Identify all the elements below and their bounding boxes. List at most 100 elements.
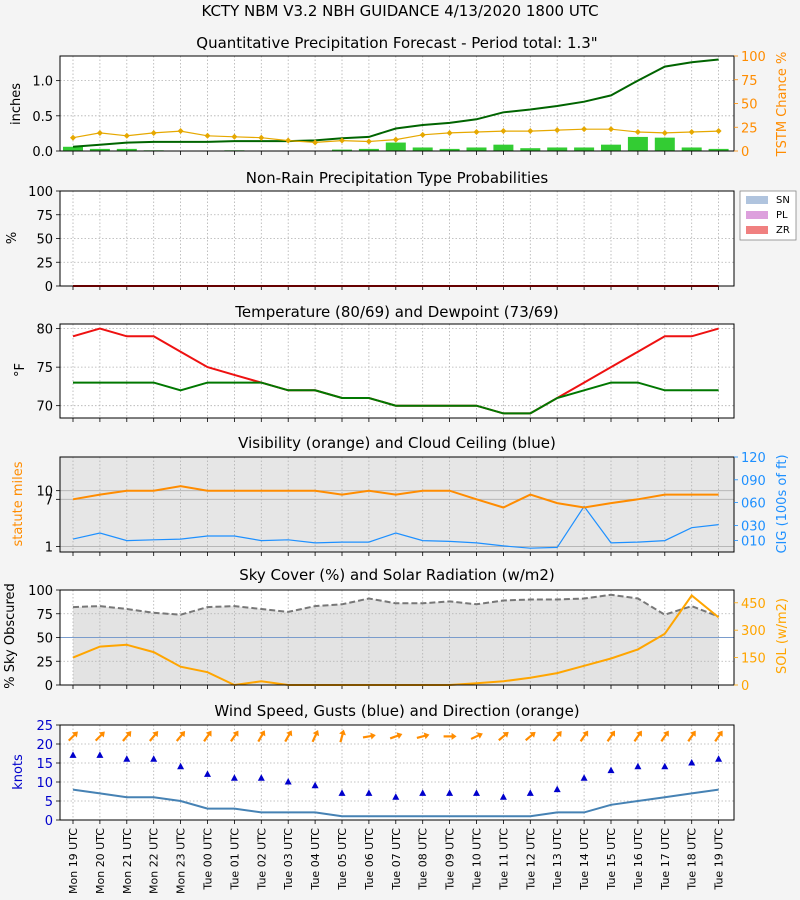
wind-direction-arrow-1: [94, 731, 105, 742]
sky-y2tick-label-0: 0: [741, 679, 749, 694]
temp-panel-title: Temperature (80/69) and Dewpoint (73/69): [234, 303, 558, 321]
tstm-point-23: [688, 129, 695, 135]
figure-title: KCTY NBM V3.2 NBH GUIDANCE 4/13/2020 180…: [201, 2, 598, 20]
wind-direction-arrow-15: [470, 732, 483, 740]
qpf-y2tick-label-4: 100: [741, 50, 766, 65]
qpf-bar-1: [89, 148, 110, 151]
wind-arrow-head: [259, 730, 266, 737]
wind-gust-marker-22: [661, 762, 669, 770]
x-tick-label-4: Mon 23 UTC: [175, 828, 188, 894]
qpf-y2tick-label-3: 75: [741, 74, 758, 89]
tstm-point-5: [204, 132, 211, 139]
wind-direction-arrow-10: [339, 729, 346, 743]
wind-gust-marker-11: [365, 789, 373, 796]
wind-gust-marker-16: [499, 793, 507, 800]
tstm-point-4: [177, 128, 184, 135]
wind-gust-marker-4: [177, 762, 185, 770]
wind-direction-arrow-22: [660, 730, 669, 742]
x-tick-label-22: Tue 17 UTC: [659, 828, 672, 891]
vis-plot-area: [60, 457, 734, 552]
tstm-point-22: [661, 129, 668, 136]
wind-direction-arrow-20: [606, 730, 616, 742]
tstm-point-11: [365, 138, 372, 145]
wind-ylabel: knots: [11, 754, 26, 790]
wind-direction-arrow-9: [311, 730, 320, 743]
wind-arrow-head: [312, 730, 320, 737]
wind-ytick-label-1: 5: [45, 795, 53, 810]
wind-gust-marker-13: [419, 789, 427, 796]
tstm-point-10: [339, 137, 345, 144]
wind-direction-arrow-23: [687, 730, 696, 742]
wind-plot-area: [60, 725, 734, 820]
sky-y2tick-label-2: 300: [741, 624, 766, 639]
legend-label-sn: SN: [776, 195, 790, 206]
wind-direction-arrow-2: [122, 731, 132, 742]
qpf-bar-14: [439, 148, 460, 151]
x-tick-label-20: Tue 15 UTC: [605, 828, 618, 891]
wind-arrow-head: [476, 732, 483, 739]
tstm-point-12: [392, 136, 399, 143]
x-tick-label-13: Tue 08 UTC: [417, 828, 430, 891]
ptype-ytick-label-2: 50: [36, 233, 53, 248]
qpf-ytick-label-1: 0.5: [32, 110, 53, 125]
legend-label-pl: PL: [776, 210, 788, 221]
vis-ytick-label-1: 7: [45, 493, 53, 508]
sky-ytick-label-4: 100: [28, 584, 53, 599]
wind-direction-arrow-11: [362, 732, 376, 740]
wind-gust-marker-20: [607, 766, 615, 774]
wind-direction-arrow-6: [230, 730, 239, 742]
wind-direction-arrow-0: [67, 731, 78, 742]
tstm-point-24: [715, 128, 722, 135]
wind-arrow-head: [555, 731, 562, 738]
wind-direction-arrow-18: [552, 731, 562, 742]
legend-swatch-pl: [746, 211, 768, 219]
wind-arrow-head: [98, 731, 105, 738]
wind-gust-marker-0: [69, 751, 77, 758]
wind-gust-marker-23: [688, 759, 696, 766]
tstm-point-19: [581, 126, 588, 133]
wind-arrow-head: [125, 731, 132, 738]
tstm-point-15: [473, 129, 480, 135]
wind-direction-arrow-24: [714, 730, 723, 742]
qpf-bar-23: [681, 147, 702, 151]
qpf-bar-17: [520, 148, 541, 151]
vis-y2label: CIG (100s of ft): [775, 454, 790, 553]
x-tick-label-16: Tue 11 UTC: [497, 828, 510, 891]
wind-gust-marker-18: [553, 785, 561, 793]
temp-ytick-label-2: 80: [36, 323, 53, 338]
wind-ytick-label-4: 20: [36, 738, 53, 753]
temp-ytick-label-1: 75: [36, 361, 53, 376]
vis-y2tick-label-4: 120: [741, 451, 766, 466]
x-tick-label-0: Mon 19 UTC: [67, 828, 80, 894]
wind-gust-marker-5: [204, 770, 211, 777]
wind-arrow-head: [451, 732, 457, 740]
wind-gust-marker-24: [715, 755, 723, 762]
wind-panel-title: Wind Speed, Gusts (blue) and Direction (…: [214, 702, 579, 720]
qpf-bar-20: [601, 144, 621, 151]
qpf-bar-2: [116, 148, 137, 151]
qpf-y2tick-label-2: 50: [741, 98, 758, 113]
tstm-point-8: [285, 137, 292, 144]
qpf-y2tick-label-1: 25: [741, 121, 758, 136]
wind-arrow-head: [609, 730, 616, 737]
vis-y2tick-label-1: 030: [741, 519, 766, 534]
sky-ytick-label-2: 50: [36, 632, 53, 647]
vis-ytick-label-0: 1: [45, 541, 53, 556]
tstm-point-2: [123, 132, 130, 139]
dewpoint-line: [73, 381, 719, 415]
wind-direction-arrow-5: [203, 730, 212, 742]
qpf-bar-21: [627, 136, 648, 151]
tstm-point-13: [419, 131, 426, 138]
qpf-accumulated-line: [72, 58, 719, 148]
sky-ytick-label-3: 75: [36, 608, 53, 623]
vis-panel-title: Visibility (orange) and Cloud Ceiling (b…: [238, 434, 556, 452]
wind-gust-marker-1: [96, 751, 104, 758]
qpf-ylabel: inches: [9, 83, 24, 125]
x-tick-label-5: Tue 00 UTC: [202, 828, 215, 891]
wind-direction-arrow-4: [175, 731, 186, 742]
ptype-ytick-label-0: 0: [45, 280, 53, 295]
tstm-point-17: [527, 128, 534, 135]
wind-speed-line: [72, 788, 719, 818]
qpf-bar-0: [63, 146, 83, 151]
